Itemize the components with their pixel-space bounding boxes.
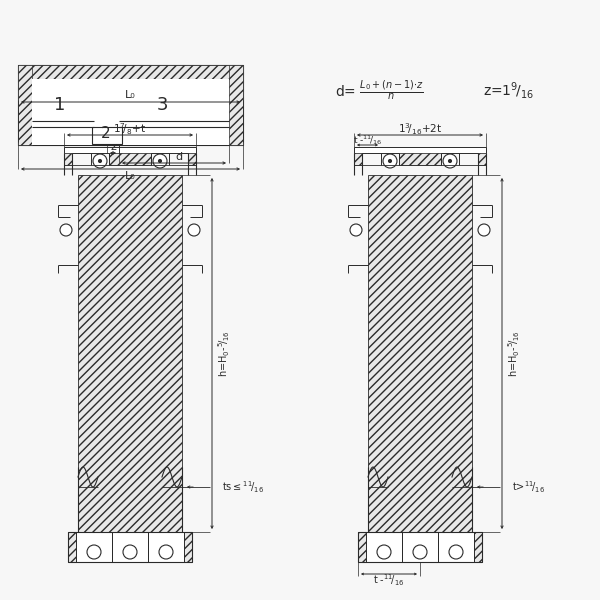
Bar (354, 147, 486, 153)
Text: 1$^7\!/_{8}$+t: 1$^7\!/_{8}$+t (113, 121, 146, 137)
Text: z: z (110, 142, 116, 152)
Text: 1: 1 (55, 96, 65, 114)
Circle shape (188, 224, 200, 236)
Text: 1$^3\!/_{16}$+2t: 1$^3\!/_{16}$+2t (398, 121, 442, 137)
Circle shape (389, 160, 392, 163)
Circle shape (60, 224, 72, 236)
Bar (18, 65, 243, 145)
Bar (92, 127, 122, 144)
Bar (478, 153, 486, 165)
Circle shape (413, 545, 427, 559)
Bar (402, 532, 438, 562)
Text: L₀: L₀ (125, 171, 136, 181)
Bar (109, 153, 151, 165)
Bar (148, 532, 184, 562)
Circle shape (449, 545, 463, 559)
Bar (32, 79, 229, 145)
Circle shape (350, 224, 362, 236)
Bar (76, 532, 112, 562)
Circle shape (449, 545, 463, 559)
Circle shape (449, 160, 452, 163)
Bar (68, 532, 192, 562)
Text: ts$\leq$$^{11}\!/_{16}$: ts$\leq$$^{11}\!/_{16}$ (222, 479, 264, 495)
Bar (368, 175, 472, 532)
Text: t -$^{11}\!/_{16}$: t -$^{11}\!/_{16}$ (373, 572, 405, 588)
Circle shape (383, 154, 397, 168)
Circle shape (153, 154, 167, 168)
Text: z=1$^9\!/_{16}$: z=1$^9\!/_{16}$ (483, 79, 533, 100)
Bar (358, 532, 482, 562)
Circle shape (377, 545, 391, 559)
Circle shape (159, 545, 173, 559)
Bar (18, 65, 243, 79)
Bar (438, 532, 474, 562)
Text: d: d (175, 152, 182, 162)
Bar (64, 153, 72, 165)
Circle shape (158, 160, 161, 163)
Text: h=H$_0$-$^5\!/_{16}$: h=H$_0$-$^5\!/_{16}$ (216, 330, 232, 377)
Circle shape (87, 545, 101, 559)
Bar (188, 153, 196, 165)
Text: 3: 3 (156, 96, 168, 114)
Circle shape (377, 545, 391, 559)
Circle shape (123, 545, 137, 559)
Bar (354, 153, 362, 165)
Bar (112, 532, 148, 562)
Circle shape (478, 224, 490, 236)
Text: t>$^{11}\!/_{16}$: t>$^{11}\!/_{16}$ (512, 479, 545, 495)
Bar (366, 532, 402, 562)
Circle shape (413, 545, 427, 559)
Text: 2: 2 (101, 125, 111, 140)
Bar (64, 147, 196, 153)
Circle shape (98, 160, 101, 163)
Text: L₀: L₀ (125, 90, 136, 100)
Bar (78, 175, 182, 532)
Bar (358, 532, 482, 562)
Bar (399, 153, 441, 165)
Circle shape (159, 545, 173, 559)
Bar (68, 532, 192, 562)
Circle shape (87, 545, 101, 559)
Text: d= $\frac{L_0+(n-1){\cdot}z}{n}$: d= $\frac{L_0+(n-1){\cdot}z}{n}$ (335, 78, 424, 102)
Text: h=H$_0$-$^5\!/_{16}$: h=H$_0$-$^5\!/_{16}$ (506, 330, 522, 377)
Bar (229, 65, 243, 145)
Text: t -$^{11}\!/_{16}$: t -$^{11}\!/_{16}$ (353, 133, 382, 147)
Circle shape (123, 545, 137, 559)
Circle shape (443, 154, 457, 168)
Bar (18, 65, 32, 145)
Circle shape (93, 154, 107, 168)
